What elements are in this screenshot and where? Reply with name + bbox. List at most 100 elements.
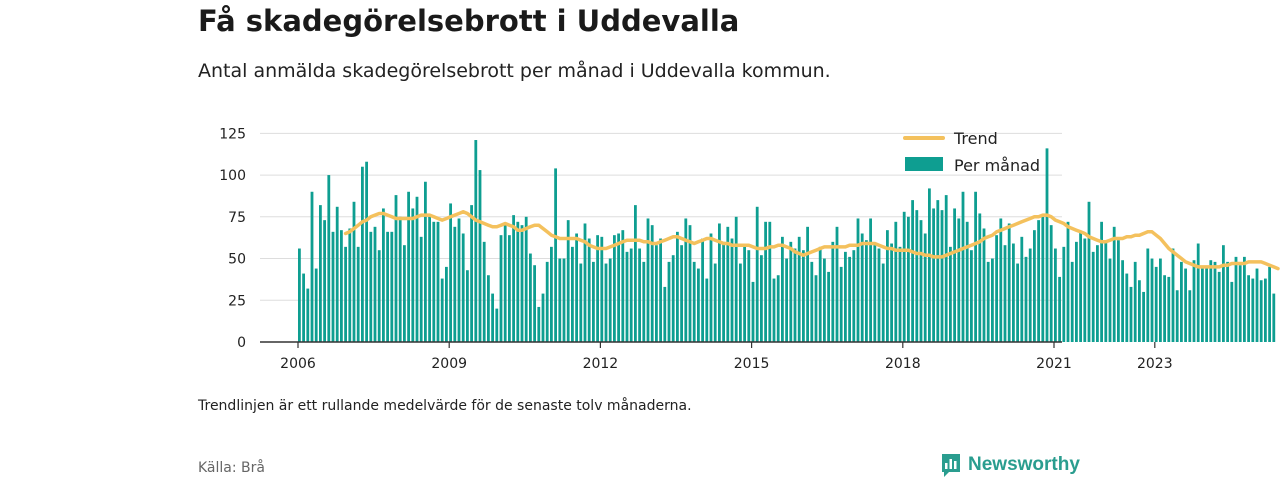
bar [1112,226,1116,342]
bar [306,288,310,342]
bar [499,235,503,342]
bar [1096,245,1099,342]
bar [785,258,788,342]
bar [747,250,751,342]
footnote: Trendlinjen är ett rullande medelvärde f… [198,398,692,414]
bar [1028,248,1032,342]
bars [298,140,1276,342]
bar [701,238,704,342]
bar [1171,248,1175,342]
bar [860,233,864,342]
legend-trend-label: Trend [953,129,998,148]
bar [1104,241,1108,342]
bar [314,268,318,342]
bar [424,181,427,342]
bar [344,246,347,342]
bar [638,248,641,342]
bar [890,243,893,342]
bar [940,210,944,342]
bar [1154,266,1158,342]
chart-title: Få skadegörelsebrott i Uddevalla [198,4,740,38]
bar [986,261,990,342]
bar [1226,261,1229,342]
bar [797,236,801,342]
source-label: Källa: Brå [198,460,265,476]
bar [776,275,780,342]
bar [751,281,755,342]
bar [886,230,889,342]
bar [739,263,742,342]
bar [1087,201,1091,342]
y-tick-label: 100 [219,168,246,184]
bar [793,248,797,342]
bar [1024,256,1028,342]
bar [1238,265,1242,342]
bar [516,221,520,342]
bar [625,251,629,342]
bar [533,265,536,342]
newsworthy-logo: Newsworthy [940,452,1080,478]
bar [482,241,486,342]
bar [1121,260,1124,342]
bar [961,191,965,342]
bar [445,266,448,342]
bar [298,248,301,342]
bar [390,231,394,342]
bar [1016,263,1019,342]
bar [596,235,599,342]
x-tick-label: 2006 [280,356,316,372]
bar [575,233,578,342]
bar [356,246,360,342]
bar [667,261,671,342]
bar [394,195,398,342]
bar [474,140,478,342]
bar [1234,256,1238,342]
bar [566,220,570,342]
bar [898,246,902,342]
bar [1062,246,1066,342]
y-axis: 0 25 50 75 100 125 [219,126,246,351]
bar [1188,290,1192,342]
bar [1058,276,1061,342]
bar [541,293,545,342]
bar [1230,281,1234,342]
bar [911,200,914,342]
x-tick-label: 2018 [885,356,921,372]
bar [1201,268,1204,342]
bar [697,268,700,342]
bar [781,236,784,342]
bar [352,201,356,342]
bar [810,261,814,342]
bar [369,231,373,342]
bar [1108,258,1112,342]
y-tick-label: 50 [228,252,246,268]
bar [554,168,557,342]
bar [1213,261,1217,342]
bar [646,218,650,342]
bar [949,246,952,342]
bar [734,216,738,342]
bar [1268,266,1271,342]
bar [1054,248,1057,342]
x-tick-label: 2015 [734,356,770,372]
bar [659,238,662,342]
bar [629,248,633,342]
bar [592,261,595,342]
bar [1045,148,1049,342]
bar [571,246,574,342]
bar [944,195,948,342]
bar [1070,261,1074,342]
bar [936,200,940,342]
bar [814,275,818,342]
bar [1083,238,1087,342]
bar [1251,278,1255,342]
bar [461,233,465,342]
chart-subtitle: Antal anmälda skadegörelsebrott per måna… [198,60,831,82]
bar [562,258,566,342]
bar [361,166,364,342]
bar [579,263,583,342]
bar [608,258,612,342]
bar [692,261,696,342]
bar [634,205,637,342]
